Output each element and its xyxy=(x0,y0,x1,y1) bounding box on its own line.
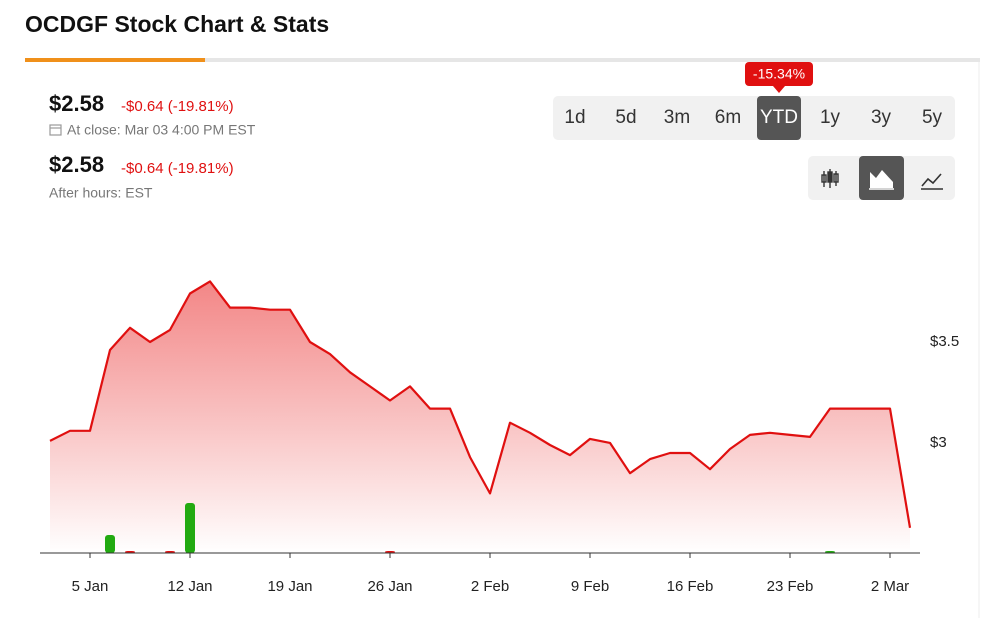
price-change: -$0.64 (-19.81%) xyxy=(121,98,234,115)
x-tick-label: 19 Jan xyxy=(267,578,312,595)
range-button[interactable]: 6m xyxy=(715,107,741,128)
card-accent xyxy=(25,58,205,62)
calendar-icon xyxy=(49,124,62,136)
x-tick-label: 2 Mar xyxy=(871,578,909,595)
after-time: After hours: EST xyxy=(49,185,153,201)
range-button[interactable]: 5d xyxy=(615,107,636,128)
x-tick-label: 26 Jan xyxy=(367,578,412,595)
range-bar xyxy=(553,96,955,140)
range-button[interactable]: 3y xyxy=(871,107,892,128)
range-button[interactable]: 1y xyxy=(820,107,841,128)
price-area xyxy=(50,281,910,553)
volume-bar xyxy=(185,503,195,553)
tooltip-pointer xyxy=(773,86,785,93)
range-button[interactable]: 3m xyxy=(664,107,690,128)
page-title: OCDGF Stock Chart & Stats xyxy=(25,11,329,37)
tooltip-text: -15.34% xyxy=(753,66,805,82)
range-button[interactable]: YTD xyxy=(760,107,798,128)
x-tick-label: 2 Feb xyxy=(471,578,509,595)
price-line xyxy=(49,280,912,528)
area-icon xyxy=(869,170,894,190)
range-button[interactable]: 5y xyxy=(922,107,943,128)
x-tick-label: 23 Feb xyxy=(767,578,814,595)
volume-bar xyxy=(105,535,115,553)
range-active xyxy=(757,96,801,140)
line-icon[interactable] xyxy=(921,173,943,190)
x-tick-label: 12 Jan xyxy=(167,578,212,595)
card-border xyxy=(25,58,980,62)
y-tick-label: $3.5 xyxy=(930,333,959,350)
x-tick-label: 16 Feb xyxy=(667,578,714,595)
price: $2.58 xyxy=(49,91,104,116)
y-tick-label: $3 xyxy=(930,434,947,451)
after-price: $2.58 xyxy=(49,152,104,177)
x-tick-label: 5 Jan xyxy=(72,578,109,595)
close-time: At close: Mar 03 4:00 PM EST xyxy=(67,122,256,138)
x-tick-label: 9 Feb xyxy=(571,578,609,595)
range-button[interactable]: 1d xyxy=(564,107,585,128)
after-change: -$0.64 (-19.81%) xyxy=(121,160,234,177)
candle-icon[interactable] xyxy=(821,169,839,188)
tooltip-box xyxy=(745,62,813,86)
